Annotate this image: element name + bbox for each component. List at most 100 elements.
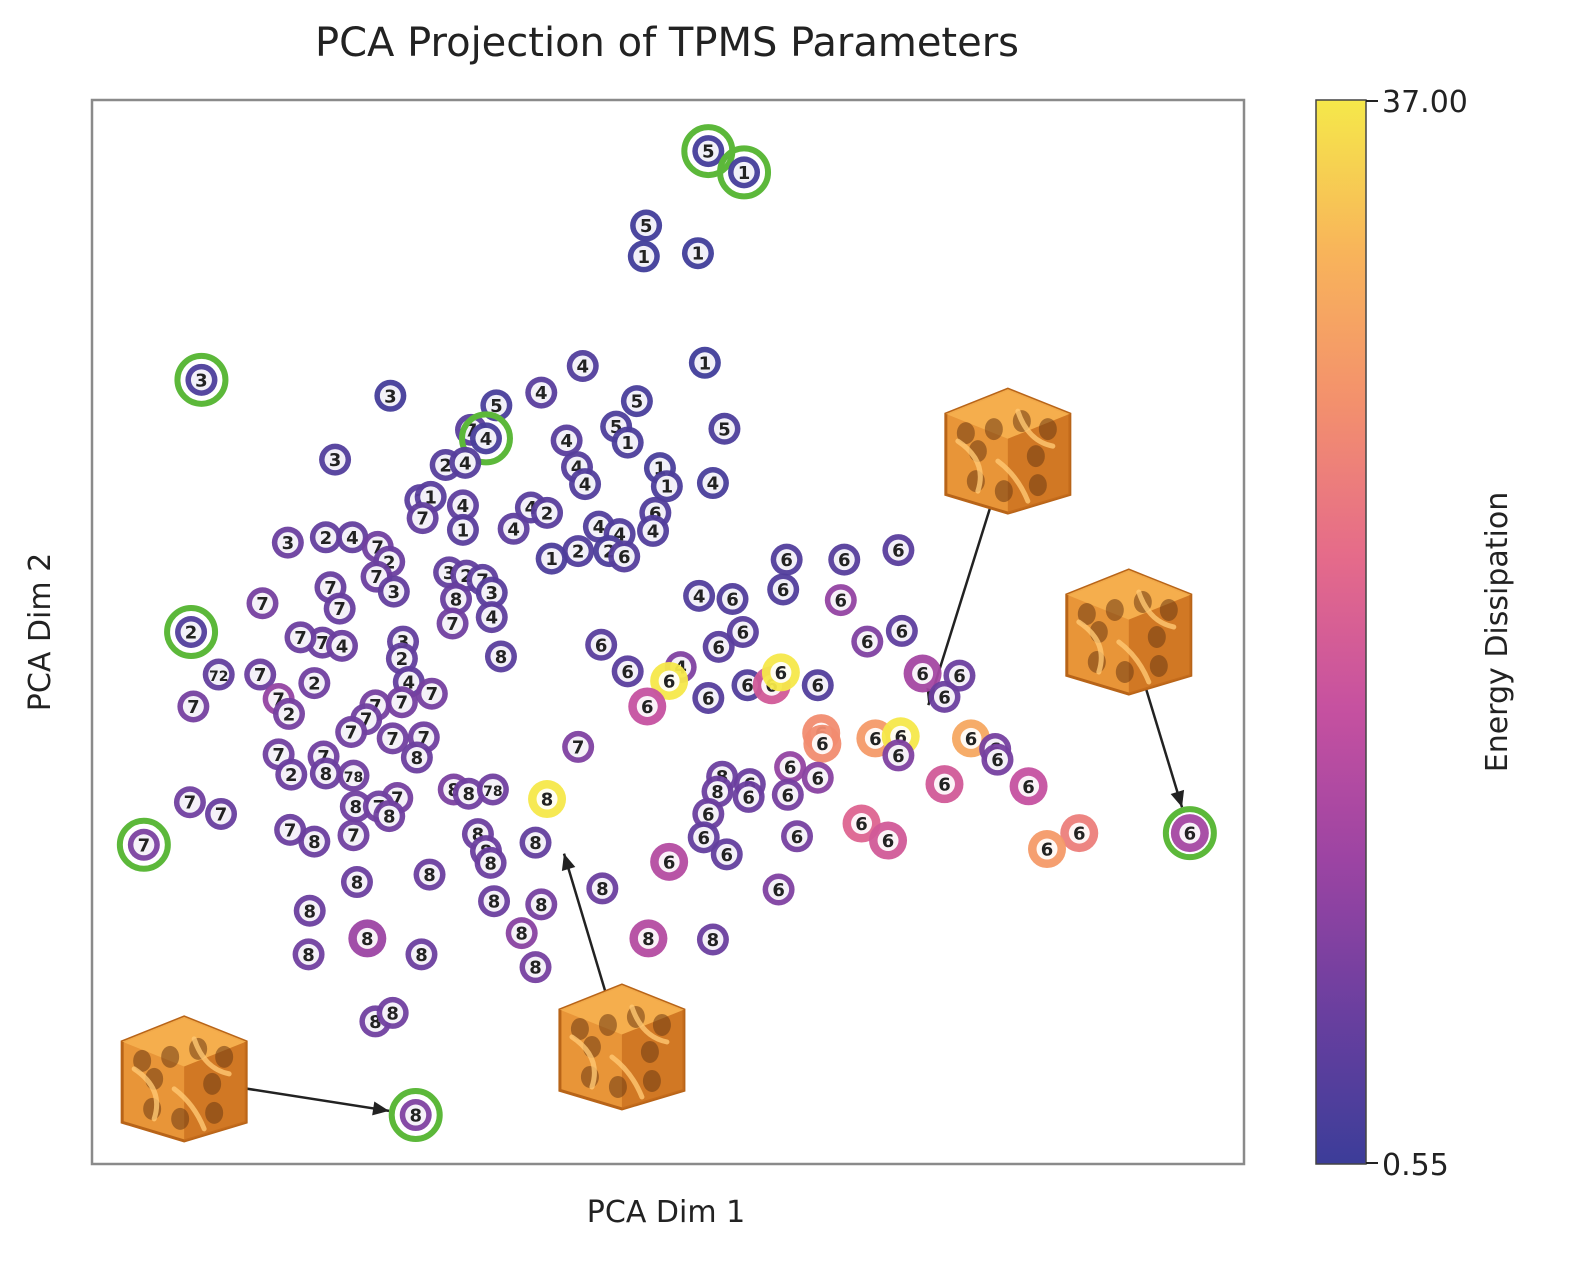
point-label-bg — [697, 140, 719, 162]
point-label: 3 — [329, 450, 342, 471]
data-point-75: 7 — [385, 686, 418, 719]
data-point-70: 7 — [415, 677, 448, 710]
data-point-109: 8 — [293, 894, 326, 927]
point-label: 4 — [579, 475, 592, 496]
data-point-140: 6 — [761, 653, 800, 692]
point-label: 1 — [638, 247, 651, 268]
point-label: 2 — [285, 765, 298, 786]
points-layer: 5151133344515515742444411421471424644422… — [116, 124, 1217, 1143]
data-point-93: 8 — [528, 780, 567, 819]
point-label: 6 — [811, 676, 824, 697]
point-label: 2 — [283, 704, 296, 725]
point-label: 8 — [320, 764, 333, 785]
data-point-38: 2 — [562, 535, 595, 568]
point-label-bg — [298, 943, 320, 965]
point-label: 8 — [308, 832, 321, 853]
point-label: 6 — [621, 662, 634, 683]
y-axis-label: PCA Dim 2 — [23, 553, 58, 711]
point-label-bg — [277, 532, 299, 554]
point-label-bg — [693, 826, 715, 848]
point-label-bg — [406, 747, 428, 769]
point-label: 3 — [384, 386, 397, 407]
point-label-bg — [933, 686, 955, 708]
point-label: 6 — [965, 729, 978, 750]
point-label: 8 — [488, 892, 501, 913]
point-label-bg — [772, 578, 794, 600]
data-point-2: 5 — [630, 209, 663, 242]
point-label-bg — [613, 545, 635, 567]
point-label-bg — [1179, 822, 1201, 844]
point-label-bg — [525, 956, 547, 978]
point-label-bg — [251, 592, 273, 614]
point-label-bg — [290, 626, 312, 648]
data-point-169: 6 — [1060, 814, 1099, 853]
point-label: 5 — [640, 216, 653, 237]
data-point-119: 8 — [629, 919, 668, 958]
data-point-9: 4 — [525, 376, 558, 409]
highlight-ring — [458, 411, 513, 466]
data-point-19: 4 — [449, 446, 482, 479]
data-point-112: 8 — [292, 938, 325, 971]
point-label: 6 — [1073, 824, 1086, 845]
point-label-bg — [331, 635, 353, 657]
point-label: 8 — [711, 782, 724, 803]
point-label: 6 — [720, 845, 733, 866]
point-label-bg — [410, 943, 432, 965]
point-label-bg — [458, 783, 480, 805]
point-label: 3 — [195, 370, 208, 391]
point-label-bg — [133, 834, 155, 856]
data-point-28: 4 — [446, 489, 479, 522]
point-label: 6 — [938, 775, 951, 796]
plot-frame — [90, 98, 1246, 1166]
point-label-bg — [702, 928, 724, 950]
point-label-bg — [877, 830, 899, 852]
point-label: 6 — [697, 828, 710, 849]
point-label: 7 — [215, 804, 228, 825]
point-label-bg — [856, 631, 878, 653]
data-point-37: 4 — [637, 514, 670, 547]
data-point-106: 8 — [413, 858, 446, 891]
point-label-bg — [567, 540, 589, 562]
point-label: 7 — [184, 793, 197, 814]
point-label-bg — [303, 672, 325, 694]
data-point-132: 6 — [828, 543, 861, 576]
point-label-bg — [617, 432, 639, 454]
data-point-89: 8 — [373, 800, 406, 833]
data-point-125: 6 — [628, 687, 667, 726]
highlight-ring — [174, 352, 229, 407]
point-label-bg — [591, 877, 613, 899]
point-label-bg — [490, 645, 512, 667]
point-label-bg — [190, 369, 212, 391]
data-point-160: 6 — [732, 780, 765, 813]
point-label: 6 — [712, 637, 725, 658]
data-point-3: 1 — [627, 240, 660, 273]
data-point-127: 6 — [702, 630, 735, 663]
point-label-bg — [412, 507, 434, 529]
point-label: 7 — [316, 633, 329, 654]
point-label-bg — [722, 588, 744, 610]
colorbar-label: Energy Dissipation — [1480, 492, 1515, 773]
point-label-bg — [635, 215, 657, 237]
point-label-bg — [779, 756, 801, 778]
data-point-155: 6 — [925, 765, 964, 804]
point-label-bg — [833, 549, 855, 571]
point-label: 6 — [784, 758, 797, 779]
point-label-bg — [708, 636, 730, 658]
point-label: 72 — [209, 669, 228, 685]
colorbar — [1315, 99, 1367, 1165]
point-label: 2 — [308, 674, 321, 695]
point-label: 6 — [953, 666, 966, 687]
point-label: 5 — [718, 419, 731, 440]
point-label-bg — [278, 703, 300, 725]
point-label-bg — [481, 582, 503, 604]
data-point-129: 4 — [683, 579, 716, 612]
point-label-bg — [642, 520, 664, 542]
point-label-bg — [658, 851, 680, 873]
point-label: 7 — [370, 567, 383, 588]
point-label: 6 — [882, 831, 895, 852]
point-label: 7 — [138, 835, 151, 856]
point-label: 7 — [272, 745, 285, 766]
data-point-131: 6 — [770, 543, 803, 576]
data-point-5: 3 — [174, 352, 229, 407]
point-label: 1 — [457, 520, 470, 541]
